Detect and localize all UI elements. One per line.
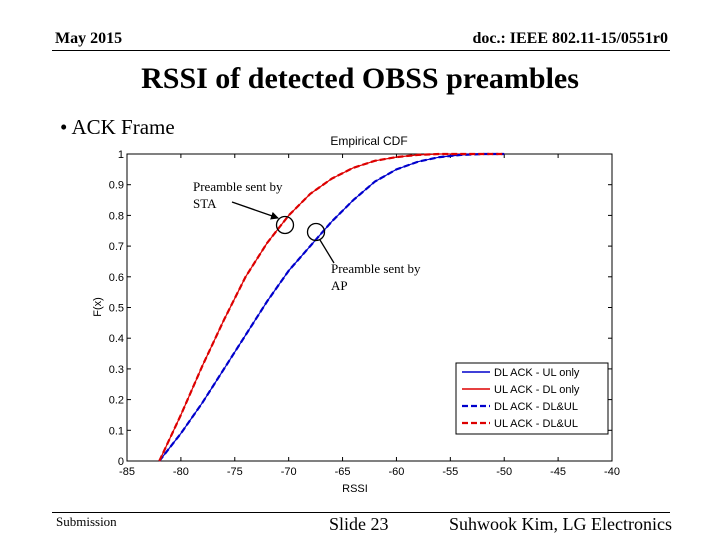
chart-legend: DL ACK - UL only UL ACK - DL only DL ACK -… — [455, 362, 609, 435]
x-tick-label: -40 — [604, 466, 620, 478]
y-tick-label: 0 — [118, 456, 124, 468]
y-tick-label: 0.5 — [109, 303, 124, 315]
x-tick-label: -70 — [281, 466, 297, 478]
sta-marker-circle — [275, 215, 295, 235]
ap-pointer-line — [319, 239, 335, 264]
annotation-ap: Preamble sent by AP — [306, 222, 421, 293]
chart-title: Empirical CDF — [330, 134, 407, 148]
footer-author: Suhwook Kim, LG Electronics — [449, 514, 672, 534]
series-line-ul-ack-dl-ul — [158, 152, 505, 462]
y-tick-label: 0.6 — [109, 272, 124, 284]
x-axis-label: RSSI — [342, 483, 368, 495]
x-tick-label: -80 — [173, 466, 189, 478]
header-rule — [52, 50, 670, 51]
y-tick-label: 0.9 — [109, 180, 124, 192]
sta-arrow — [231, 201, 279, 220]
slide-title: RSSI of detected OBSS preambles — [141, 62, 579, 95]
y-axis-label: F(x) — [92, 297, 104, 317]
legend-label: DL ACK - DL&UL — [494, 401, 578, 413]
footer-rule — [52, 512, 670, 513]
annotation-ap-line1: Preamble sent by — [331, 261, 421, 276]
y-tick-label: 0.8 — [109, 210, 124, 222]
x-tick-label: -55 — [442, 466, 458, 478]
footer-submission: Submission — [56, 514, 117, 529]
footer-slide-number: Slide 23 — [329, 514, 389, 534]
y-tick-labels: 0 0.1 0.2 0.3 0.4 0.5 0.6 0.7 0.8 0.9 1 — [109, 149, 124, 468]
x-tick-labels: -85 -80 -75 -70 -65 -60 -55 -50 -45 -40 — [119, 466, 620, 478]
y-tick-label: 0.2 — [109, 395, 124, 407]
y-tick-label: 1 — [118, 149, 124, 161]
x-tick-label: -45 — [550, 466, 566, 478]
annotation-sta: Preamble sent by STA — [193, 179, 295, 235]
y-tick-label: 0.1 — [109, 425, 124, 437]
annotation-sta-line1: Preamble sent by — [193, 179, 283, 194]
legend-label: UL ACK - DL&UL — [494, 418, 578, 430]
annotation-ap-line2: AP — [331, 278, 348, 293]
legend-label: DL ACK - UL only — [494, 367, 580, 379]
y-tick-label: 0.4 — [109, 333, 124, 345]
header-doc-id: doc.: IEEE 802.11-15/0551r0 — [472, 30, 668, 47]
x-tick-label: -65 — [335, 466, 351, 478]
series-line-dl-ack-dl-ul — [158, 152, 505, 462]
bullet-ack-frame: • ACK Frame — [60, 115, 175, 139]
x-tick-label: -75 — [227, 466, 243, 478]
axis-ticks — [126, 153, 613, 462]
header-date: May 2015 — [55, 30, 123, 47]
ap-marker-circle — [306, 222, 326, 242]
x-tick-label: -85 — [119, 466, 135, 478]
annotation-sta-line2: STA — [193, 196, 217, 211]
y-tick-label: 0.3 — [109, 364, 124, 376]
x-tick-label: -60 — [388, 466, 404, 478]
series-lines — [158, 152, 505, 462]
legend-label: UL ACK - DL only — [494, 384, 580, 396]
y-tick-label: 0.7 — [109, 241, 124, 253]
x-tick-label: -50 — [496, 466, 512, 478]
